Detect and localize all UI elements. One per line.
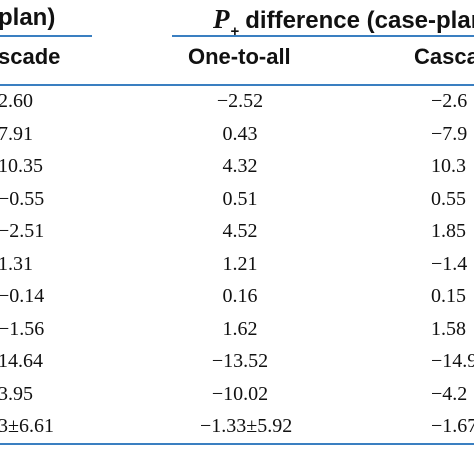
table-cell: −1.4 xyxy=(431,253,468,275)
table-cell: −1.33±5.92 xyxy=(200,415,293,437)
table-cell: 0.43 xyxy=(222,123,258,145)
header-rule-right xyxy=(172,35,474,37)
table-cell: 0.15 xyxy=(431,285,466,307)
table-cell: 10.35 xyxy=(0,155,43,177)
table-cell: 14.64 xyxy=(0,350,43,372)
table-cell: −1.56 xyxy=(0,318,45,340)
table-cell: −2.51 xyxy=(0,220,45,242)
table-cell: 4.32 xyxy=(222,155,258,177)
header-p-plus-difference: P+ difference (case-plan) xyxy=(213,4,474,40)
table-cell: −1.67± xyxy=(431,415,474,437)
column-header-cascade-right: Casca xyxy=(414,44,474,69)
table-cell: 3.95 xyxy=(0,383,33,405)
table-cell: 1.62 xyxy=(222,318,258,340)
column-header-one-to-all: One-to-all xyxy=(188,44,291,69)
table-cell: 1.85 xyxy=(431,220,466,242)
table-cell: 1.31 xyxy=(0,253,33,275)
table-cell: −2.52 xyxy=(216,90,264,112)
table-cell: 0.55 xyxy=(431,188,466,210)
table-cell: 1.58 xyxy=(431,318,466,340)
table-cell: 7.91 xyxy=(0,123,33,145)
table-cell: −7.9 xyxy=(431,123,468,145)
table-cell: −4.2 xyxy=(431,383,468,405)
p-symbol: P xyxy=(213,4,230,34)
table-cell: −0.14 xyxy=(0,285,45,307)
header-right-top-text: difference (case-plan) xyxy=(245,7,474,34)
table-bottom-rule xyxy=(0,443,474,445)
table-cell: −13.52 xyxy=(211,350,269,372)
p-subscript: + xyxy=(230,23,240,40)
header-bottom-rule xyxy=(0,84,474,86)
header-left-top: plan) xyxy=(0,4,56,31)
table-cell: −0.55 xyxy=(0,188,45,210)
table-cell: −2.6 xyxy=(431,90,468,112)
table-cell: 10.3 xyxy=(431,155,466,177)
table-cell: 0.16 xyxy=(222,285,258,307)
table-cell: 3±6.61 xyxy=(0,415,54,437)
table-cell: −10.02 xyxy=(211,383,269,405)
table-cell: 1.21 xyxy=(222,253,258,275)
table-cell: 4.52 xyxy=(222,220,258,242)
column-header-cascade-left: scade xyxy=(0,44,61,69)
table-cell: −14.9 xyxy=(431,350,474,372)
table-cell: 2.60 xyxy=(0,90,33,112)
table-cell: 0.51 xyxy=(222,188,258,210)
header-rule-left xyxy=(0,35,92,37)
